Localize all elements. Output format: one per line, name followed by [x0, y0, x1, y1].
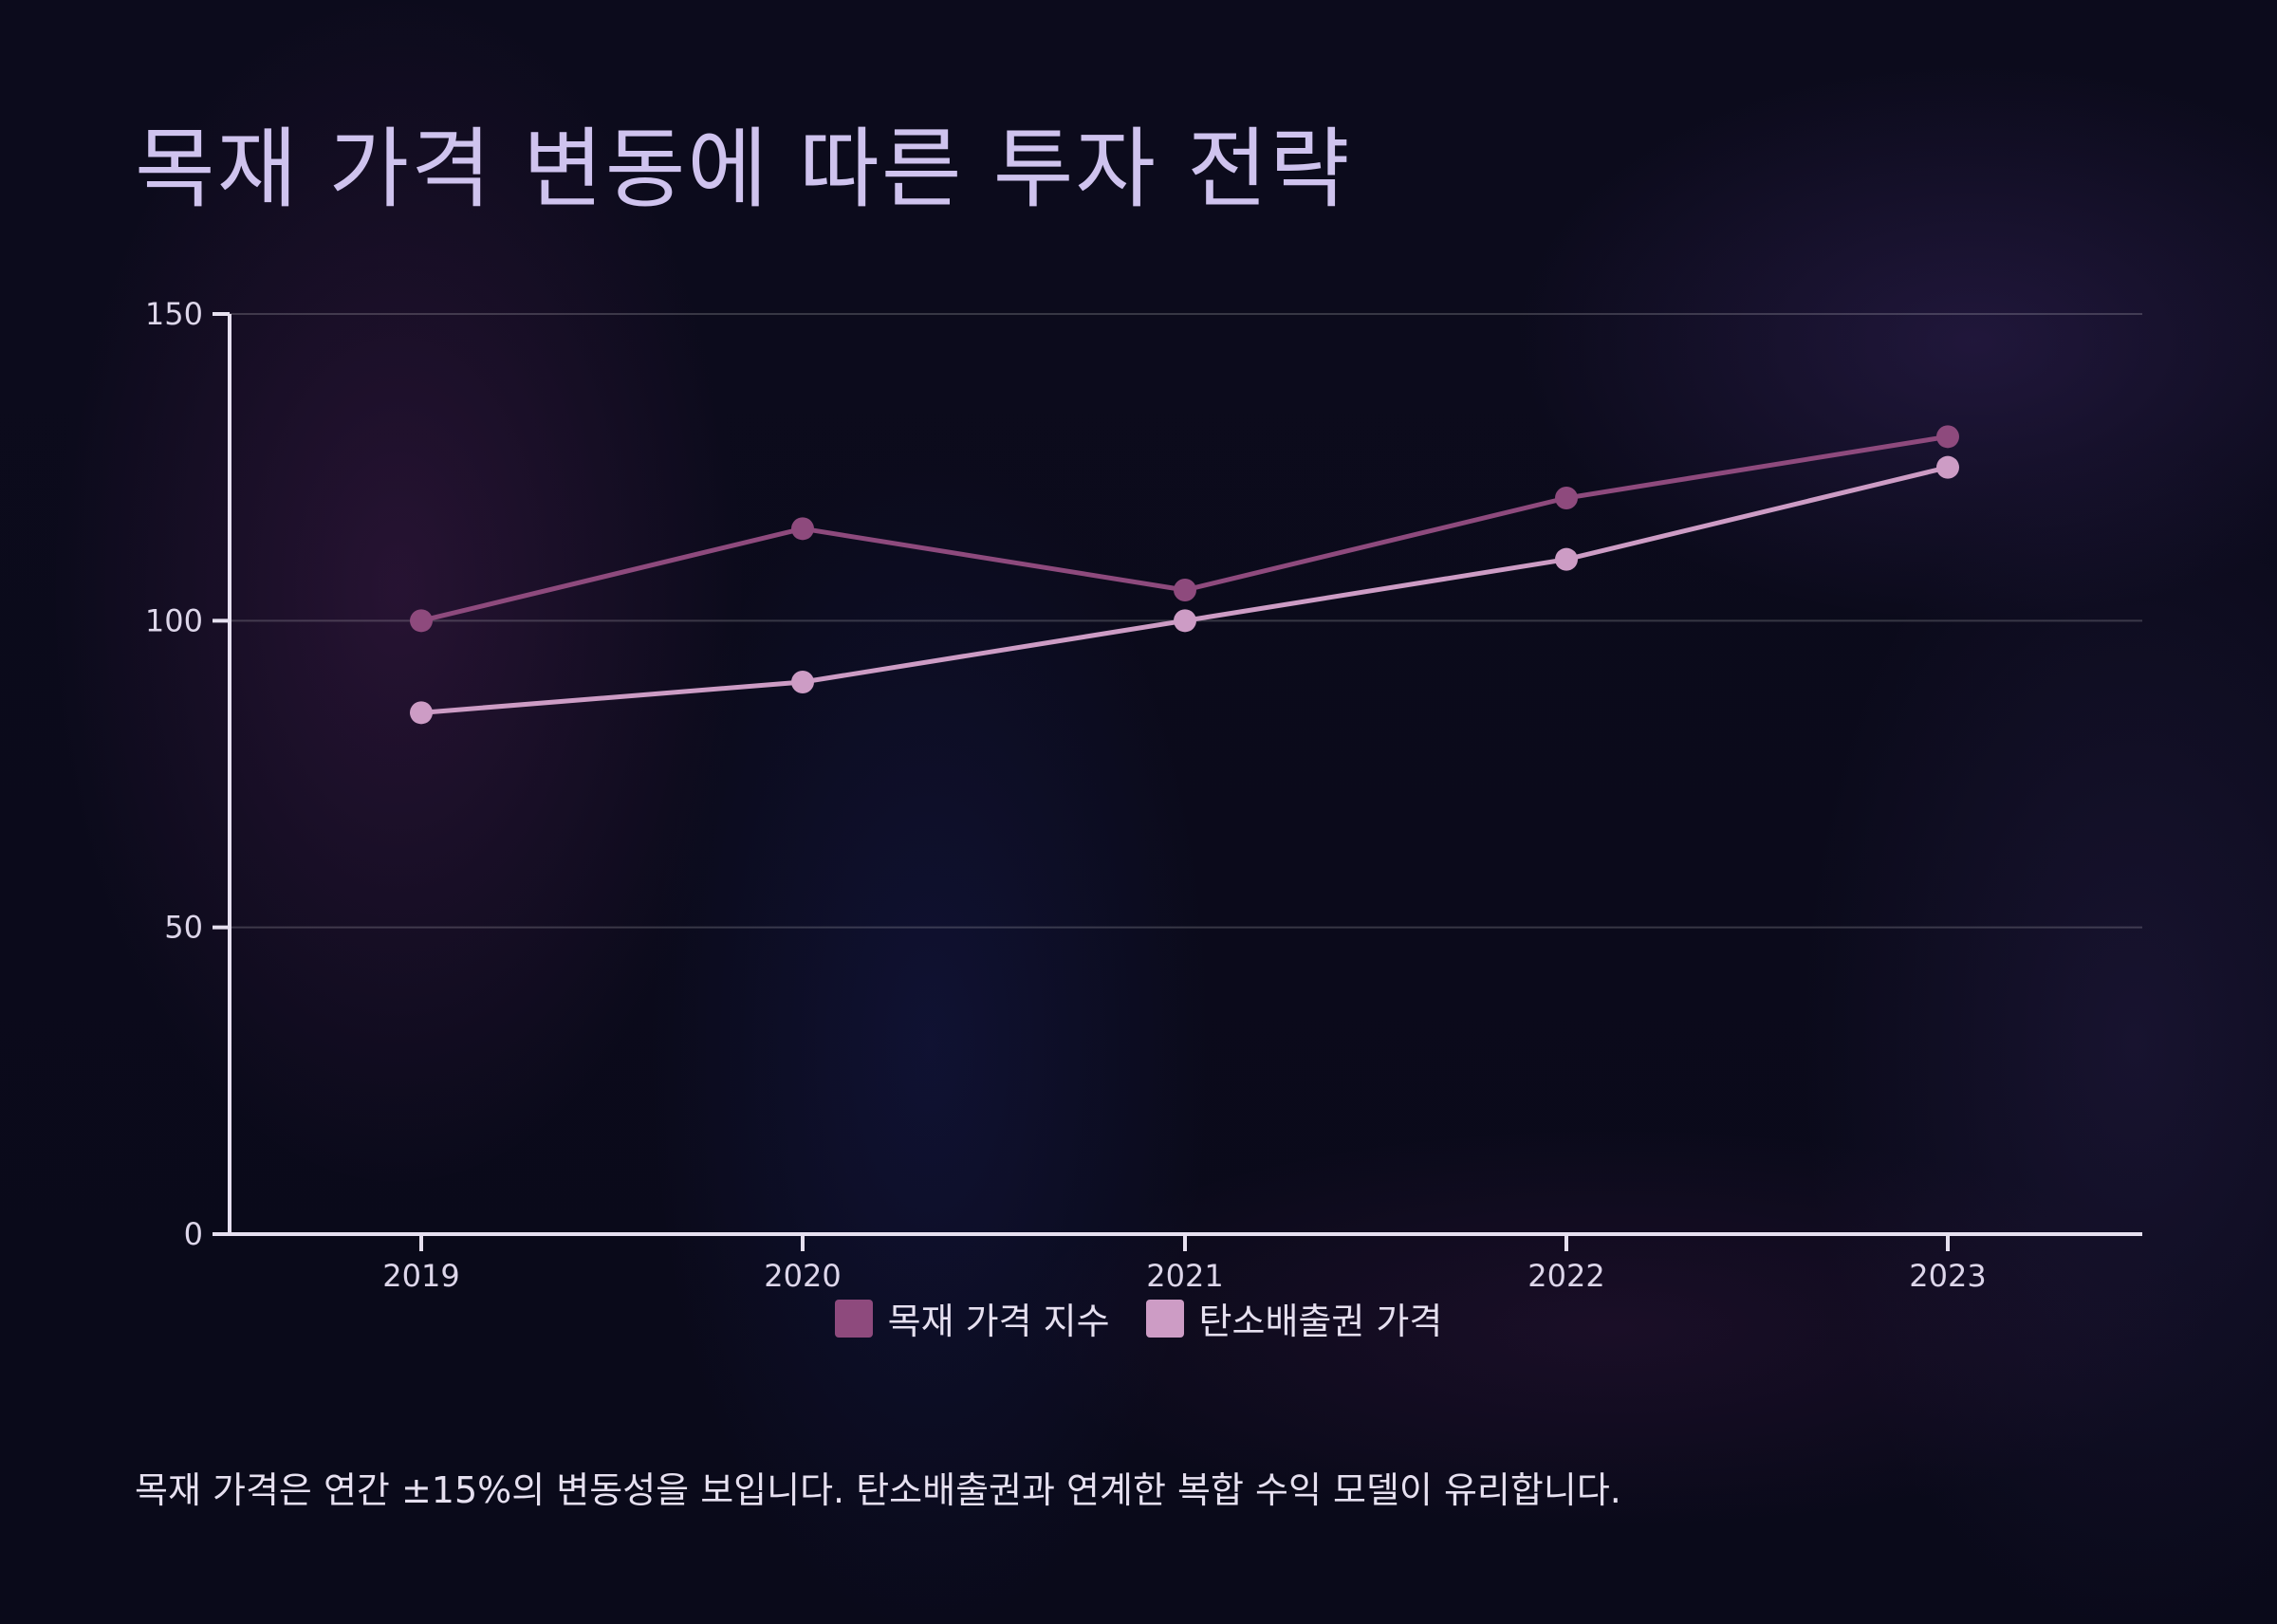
data-point: [791, 517, 814, 541]
series: [410, 425, 1959, 725]
data-point: [1555, 547, 1578, 571]
legend-swatch: [1145, 1299, 1184, 1338]
page-title: 목재 가격 변동에 따른 투자 전략: [135, 119, 1352, 220]
legend-item: 탄소배출권 가격: [1145, 1292, 1443, 1344]
series-2: [410, 455, 1959, 725]
y-tick-label: 100: [145, 602, 203, 638]
data-point: [410, 609, 433, 633]
data-point: [410, 701, 433, 725]
y-tick-label: 50: [164, 910, 203, 946]
y-tick-label: 150: [145, 296, 203, 332]
axes: 0 50 100 150 2019 2020 2021 2022 2023: [145, 296, 2142, 1294]
x-tick-label: 2020: [764, 1258, 841, 1294]
x-tick-label: 2019: [382, 1258, 459, 1294]
x-tick-label: 2021: [1146, 1258, 1223, 1294]
legend-swatch: [834, 1299, 873, 1338]
legend-label: 탄소배출권 가격: [1198, 1301, 1443, 1342]
y-tick-label: 0: [184, 1216, 203, 1252]
legend-item: 목재 가격 지수: [834, 1292, 1110, 1344]
footnote: 목재 가격은 연간 ±15%의 변동성을 보입니다. 탄소배출권과 연계한 복합…: [135, 1469, 1621, 1511]
series-1: [410, 425, 1959, 633]
legend: 목재 가격 지수 탄소배출권 가격: [0, 1292, 2277, 1344]
data-point: [1936, 425, 1959, 449]
data-point: [1936, 455, 1959, 479]
legend-label: 목재 가격 지수: [887, 1301, 1110, 1342]
data-point: [1174, 579, 1196, 601]
x-tick-label: 2022: [1527, 1258, 1604, 1294]
data-point: [791, 671, 814, 693]
x-tick-label: 2023: [1909, 1258, 1986, 1294]
data-point: [1555, 487, 1578, 509]
data-point: [1174, 609, 1196, 633]
